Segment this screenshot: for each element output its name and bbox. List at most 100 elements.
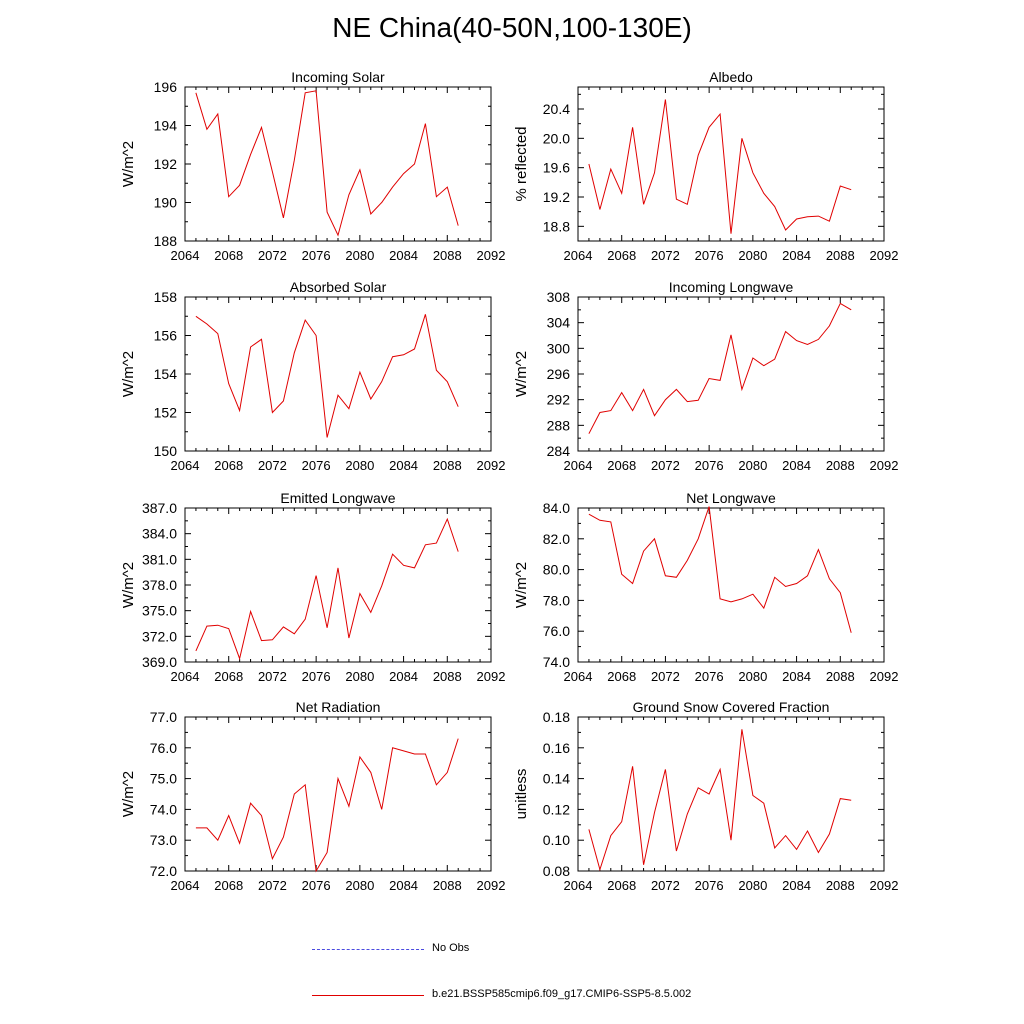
series-line — [195, 738, 459, 873]
y-tick-label: 0.12 — [543, 801, 570, 817]
x-tick-label: 2092 — [870, 458, 899, 473]
x-tick-label: 2092 — [870, 248, 899, 263]
y-tick-label: 18.8 — [543, 218, 570, 234]
x-tick-label: 2064 — [171, 669, 200, 684]
x-tick-label: 2088 — [826, 248, 855, 263]
x-tick-label: 2080 — [738, 669, 767, 684]
y-tick-label: 300 — [547, 340, 571, 356]
x-tick-label: 2072 — [651, 248, 680, 263]
y-tick-label: 76.0 — [543, 623, 570, 639]
y-axis-label: W/m^2 — [120, 351, 137, 397]
x-tick-label: 2064 — [171, 458, 200, 473]
y-tick-label: 381.0 — [142, 551, 177, 567]
series-line — [588, 302, 852, 434]
plot-frame — [577, 296, 885, 452]
x-tick-label: 2068 — [607, 878, 636, 893]
y-tick-label: 194 — [154, 118, 178, 134]
x-tick-label: 2092 — [477, 669, 506, 684]
y-tick-label: 304 — [547, 315, 571, 331]
x-tick-label: 2084 — [782, 248, 811, 263]
x-tick-label: 2088 — [826, 669, 855, 684]
x-tick-label: 2080 — [345, 878, 374, 893]
x-tick-label: 2080 — [738, 458, 767, 473]
plot-frame — [577, 86, 885, 242]
x-tick-label: 2088 — [433, 878, 462, 893]
x-tick-label: 2076 — [302, 248, 331, 263]
y-tick-label: 73.0 — [150, 832, 177, 848]
x-tick-label: 2084 — [389, 669, 418, 684]
plot-frame — [184, 86, 492, 242]
x-tick-label: 2088 — [433, 248, 462, 263]
x-tick-label: 2064 — [171, 878, 200, 893]
panel-3: Absorbed Solar W/m^2 2064 2068 2072 2076 2080 2… — [120, 279, 505, 473]
panel-title: Ground Snow Covered Fraction — [633, 699, 830, 715]
x-tick-label: 2076 — [302, 669, 331, 684]
x-tick-label: 2092 — [477, 458, 506, 473]
y-tick-label: 292 — [547, 392, 571, 408]
y-tick-label: 75.0 — [150, 771, 177, 787]
x-tick-label: 2072 — [258, 878, 287, 893]
x-tick-label: 2068 — [607, 458, 636, 473]
y-tick-label: 0.18 — [543, 709, 570, 725]
y-tick-label: 0.16 — [543, 740, 570, 756]
panel-5: Emitted Longwave W/m^2 2064 2068 2072 2076 208… — [120, 490, 505, 684]
legend-dashed-line — [312, 949, 424, 950]
x-tick-label: 2072 — [258, 458, 287, 473]
y-tick-label: 74.0 — [150, 801, 177, 817]
panel-title: Net Radiation — [296, 699, 381, 715]
x-tick-label: 2064 — [564, 458, 593, 473]
y-tick-label: 375.0 — [142, 603, 177, 619]
y-axis-label: W/m^2 — [120, 771, 137, 817]
panel-1: Incoming Solar W/m^2 2064 2068 2072 2076 2080 2… — [120, 69, 505, 263]
panel-6: Net Longwave W/m^2 2064 2068 2072 2076 2080 208… — [513, 490, 898, 684]
plot-frame — [184, 296, 492, 452]
x-tick-label: 2068 — [214, 669, 243, 684]
x-tick-label: 2092 — [477, 248, 506, 263]
y-axis-label: unitless — [513, 769, 530, 820]
y-tick-label: 156 — [154, 328, 178, 344]
x-tick-label: 2084 — [782, 458, 811, 473]
y-tick-label: 0.14 — [543, 771, 570, 787]
x-tick-label: 2084 — [389, 248, 418, 263]
x-tick-label: 2092 — [870, 669, 899, 684]
y-tick-label: 150 — [154, 443, 178, 459]
x-tick-label: 2076 — [695, 669, 724, 684]
y-tick-label: 74.0 — [543, 654, 570, 670]
y-tick-label: 78.0 — [543, 592, 570, 608]
y-tick-label: 158 — [154, 289, 178, 305]
x-tick-label: 2076 — [302, 878, 331, 893]
figure-title: NE China(40-50N,100-130E) — [332, 12, 692, 43]
x-tick-label: 2080 — [738, 878, 767, 893]
y-tick-label: 308 — [547, 289, 571, 305]
x-tick-label: 2084 — [389, 458, 418, 473]
panel-title: Albedo — [709, 69, 753, 85]
y-tick-label: 72.0 — [150, 863, 177, 879]
y-tick-label: 369.0 — [142, 654, 177, 670]
y-axis-label: W/m^2 — [120, 141, 137, 187]
x-tick-label: 2076 — [695, 878, 724, 893]
plot-frame — [577, 507, 885, 663]
x-tick-label: 2080 — [345, 669, 374, 684]
y-tick-label: 19.2 — [543, 189, 570, 205]
x-tick-label: 2088 — [826, 458, 855, 473]
x-tick-label: 2064 — [564, 248, 593, 263]
plot-frame — [184, 716, 492, 872]
y-tick-label: 77.0 — [150, 709, 177, 725]
x-tick-label: 2080 — [738, 248, 767, 263]
y-tick-label: 76.0 — [150, 740, 177, 756]
series-line — [195, 314, 459, 438]
series-line — [588, 506, 852, 633]
y-tick-label: 372.0 — [142, 628, 177, 644]
x-tick-label: 2076 — [695, 458, 724, 473]
x-tick-label: 2072 — [651, 458, 680, 473]
series-line — [195, 517, 459, 661]
panel-2: Albedo % reflected 2064 2068 2072 2076 2080 208… — [513, 69, 898, 263]
plot-frame — [577, 716, 885, 872]
x-tick-label: 2084 — [389, 878, 418, 893]
x-tick-label: 2072 — [651, 669, 680, 684]
panel-title: Incoming Longwave — [669, 279, 794, 295]
series-line — [195, 90, 459, 237]
y-axis-label: % reflected — [513, 126, 530, 201]
